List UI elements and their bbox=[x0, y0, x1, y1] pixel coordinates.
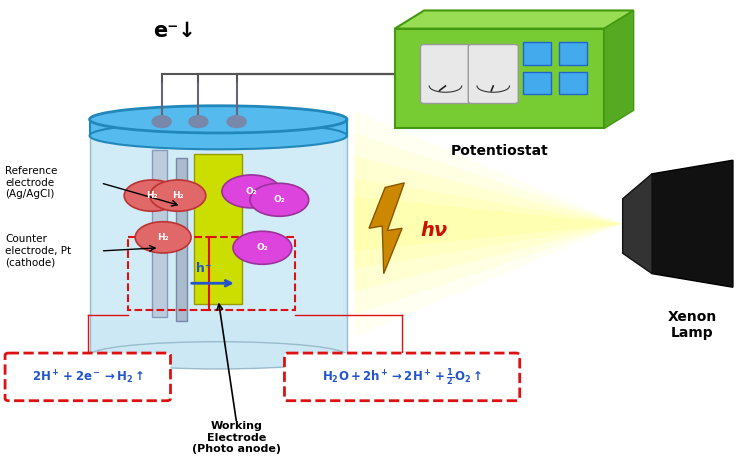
FancyBboxPatch shape bbox=[395, 29, 604, 128]
Polygon shape bbox=[354, 156, 623, 292]
Text: H₂: H₂ bbox=[146, 191, 158, 200]
Ellipse shape bbox=[150, 180, 206, 211]
Text: O₂: O₂ bbox=[246, 187, 258, 196]
FancyBboxPatch shape bbox=[559, 72, 587, 94]
FancyBboxPatch shape bbox=[523, 42, 551, 65]
Text: H₂: H₂ bbox=[157, 233, 169, 242]
Circle shape bbox=[189, 116, 208, 127]
Circle shape bbox=[152, 116, 171, 127]
Ellipse shape bbox=[135, 222, 191, 253]
FancyBboxPatch shape bbox=[5, 353, 170, 400]
Text: Potentiostat: Potentiostat bbox=[450, 144, 548, 158]
Text: O₂: O₂ bbox=[257, 243, 269, 252]
FancyBboxPatch shape bbox=[559, 42, 587, 65]
Polygon shape bbox=[652, 160, 733, 287]
Text: Counter
electrode, Pt
(cathode): Counter electrode, Pt (cathode) bbox=[5, 234, 71, 268]
Circle shape bbox=[227, 116, 246, 127]
FancyBboxPatch shape bbox=[468, 44, 518, 104]
FancyBboxPatch shape bbox=[284, 353, 520, 400]
Polygon shape bbox=[354, 110, 623, 337]
FancyBboxPatch shape bbox=[93, 126, 343, 319]
Polygon shape bbox=[354, 178, 623, 269]
Text: $\mathbf{2H^+ + 2e^- \rightarrow H_2\uparrow}$: $\mathbf{2H^+ + 2e^- \rightarrow H_2\upa… bbox=[32, 368, 144, 386]
FancyBboxPatch shape bbox=[176, 158, 187, 321]
Ellipse shape bbox=[124, 180, 180, 211]
FancyBboxPatch shape bbox=[89, 119, 347, 136]
FancyBboxPatch shape bbox=[421, 44, 470, 104]
Polygon shape bbox=[354, 196, 623, 251]
Polygon shape bbox=[604, 11, 634, 128]
FancyBboxPatch shape bbox=[89, 119, 347, 355]
Ellipse shape bbox=[89, 106, 347, 133]
Ellipse shape bbox=[89, 342, 347, 369]
Text: Working
Electrode
(Photo anode): Working Electrode (Photo anode) bbox=[192, 421, 281, 454]
Text: O₂: O₂ bbox=[273, 195, 285, 204]
Polygon shape bbox=[623, 174, 652, 274]
FancyBboxPatch shape bbox=[152, 150, 167, 317]
Text: e⁻↓: e⁻↓ bbox=[153, 21, 196, 41]
Text: $\mathbf{H_2O + 2h^+ \rightarrow 2H^+ + \frac{1}{2}O_2\uparrow}$: $\mathbf{H_2O + 2h^+ \rightarrow 2H^+ + … bbox=[322, 366, 482, 388]
Polygon shape bbox=[369, 183, 404, 274]
Text: hν: hν bbox=[421, 221, 447, 240]
Text: H₂: H₂ bbox=[172, 191, 184, 200]
FancyBboxPatch shape bbox=[523, 72, 551, 94]
Ellipse shape bbox=[233, 232, 292, 264]
FancyBboxPatch shape bbox=[194, 154, 242, 304]
Polygon shape bbox=[354, 133, 623, 314]
Ellipse shape bbox=[250, 183, 308, 216]
Text: Reference
electrode
(Ag/AgCl): Reference electrode (Ag/AgCl) bbox=[5, 166, 58, 200]
Text: Xenon
Lamp: Xenon Lamp bbox=[668, 310, 717, 340]
Ellipse shape bbox=[89, 122, 347, 149]
Text: h⁺: h⁺ bbox=[196, 262, 212, 275]
Polygon shape bbox=[395, 11, 634, 29]
Ellipse shape bbox=[222, 175, 280, 208]
